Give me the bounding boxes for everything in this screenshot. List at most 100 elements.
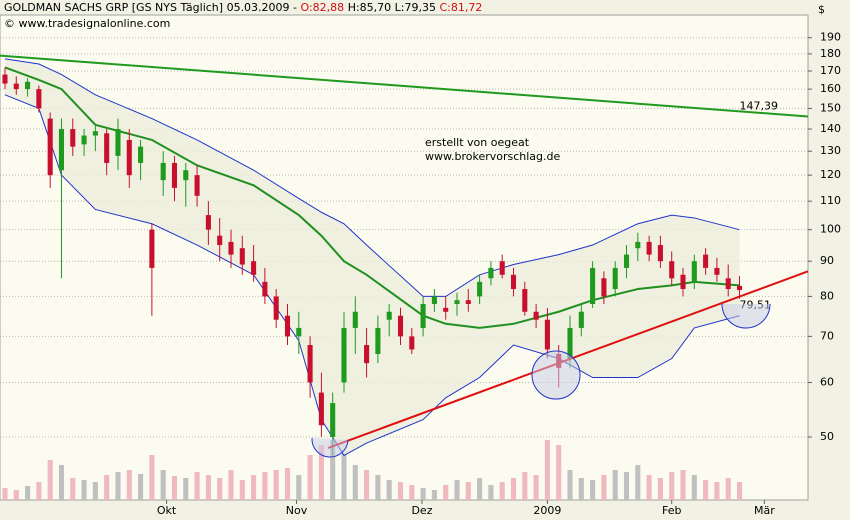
low-marker [531,350,581,400]
volume-bar [477,478,483,500]
y-tick-label: 180 [820,47,841,60]
volume-bar [703,480,709,500]
candle-body [228,241,234,255]
volume-bar [680,470,686,500]
trendline [0,54,809,118]
volume-bar [499,482,505,500]
volume-bar [92,482,98,500]
volume-bar [556,445,562,500]
volume-bar [25,486,31,500]
candle-body [138,146,144,163]
copyright: © www.tradesignalonline.com [4,17,170,30]
candle-body [420,303,426,328]
volume-bar [364,470,370,500]
volume-bar [183,478,189,500]
volume-bar [126,470,132,500]
candle-body [296,327,302,337]
volume-bar [375,475,381,500]
candle-body [58,129,65,171]
volume-bar [149,455,155,500]
candle-body [70,129,76,147]
volume-bar [251,475,257,500]
volume-bar [273,470,279,500]
candle-body [25,81,31,90]
candle-body [160,162,166,181]
y-tick-label: 60 [820,375,834,388]
y-unit: $ [818,3,825,16]
candle-body [126,139,132,176]
annotation: www.brokervorschlag.de [425,150,561,163]
candle-body [510,274,517,290]
candle-body [669,261,675,279]
candle-body [375,327,381,354]
volume-bar [657,478,663,500]
candle-body [488,267,494,279]
volume-bar [669,472,675,500]
candle-body [601,278,607,297]
candle-body [194,175,200,196]
candle-body [2,74,8,84]
volume-bar [567,470,573,500]
quote-open: O:82,88 [301,1,345,14]
y-tick-label: 160 [820,82,841,95]
candle-body [465,300,471,304]
x-tick-label: 2009 [533,504,561,517]
upper-band [4,58,740,297]
candle-body [92,131,98,136]
y-tick-label: 80 [820,289,834,302]
title: GOLDMAN SACHS GRP [GS NYS Täglich] 05.03… [4,1,297,14]
candle-body [330,403,336,437]
candle-body [115,129,121,156]
y-tick-label: 120 [820,168,841,181]
y-tick-label: 90 [820,254,834,267]
volume-bar [646,475,652,500]
volume-bar [635,465,641,500]
volume-bar [70,478,76,500]
y-tick-label: 50 [820,430,834,443]
low-marker [721,303,771,329]
volume-bar [420,488,426,500]
volume-bar [58,465,65,500]
candle-body [36,89,42,109]
candle-body [522,289,528,312]
volume-bar [590,480,596,500]
volume-bar [115,472,121,500]
volume-bar [443,485,449,500]
volume-bar [544,440,550,500]
chart-title: GOLDMAN SACHS GRP [GS NYS Täglich] 05.03… [4,1,482,14]
volume-bar [81,480,87,500]
candle-body [341,327,347,383]
candle-body [251,261,257,275]
trendline-label: 147,39 [740,100,779,113]
candle-body [104,133,110,163]
candle-body [352,311,358,328]
volume-bar [725,478,731,500]
candle-body [183,170,189,181]
candle-body [703,254,709,268]
volume-bar [47,460,53,500]
volume-bar [578,478,584,500]
volume-bar [601,475,607,500]
candle-body [47,118,53,176]
y-tick-label: 190 [820,31,841,44]
candle-body [149,229,155,268]
volume-bar [194,472,200,500]
candle-body [284,315,291,337]
volume-bar [2,488,8,500]
volume-bar [330,440,336,500]
volume-bar [612,470,618,500]
volume-bar [533,475,539,500]
volume-bar [341,450,347,500]
candle-body [454,300,460,304]
candle-body [680,274,686,290]
volume-bar [465,482,471,500]
x-tick-label: Feb [662,504,681,517]
volume-bar [296,475,302,500]
quote-close: C:81,72 [439,1,482,14]
volume-bar [228,470,234,500]
candle-body [736,285,743,291]
x-tick-label: Nov [286,504,308,517]
candle-body [217,235,223,246]
candle-body [364,345,370,364]
volume-bar [488,485,494,500]
